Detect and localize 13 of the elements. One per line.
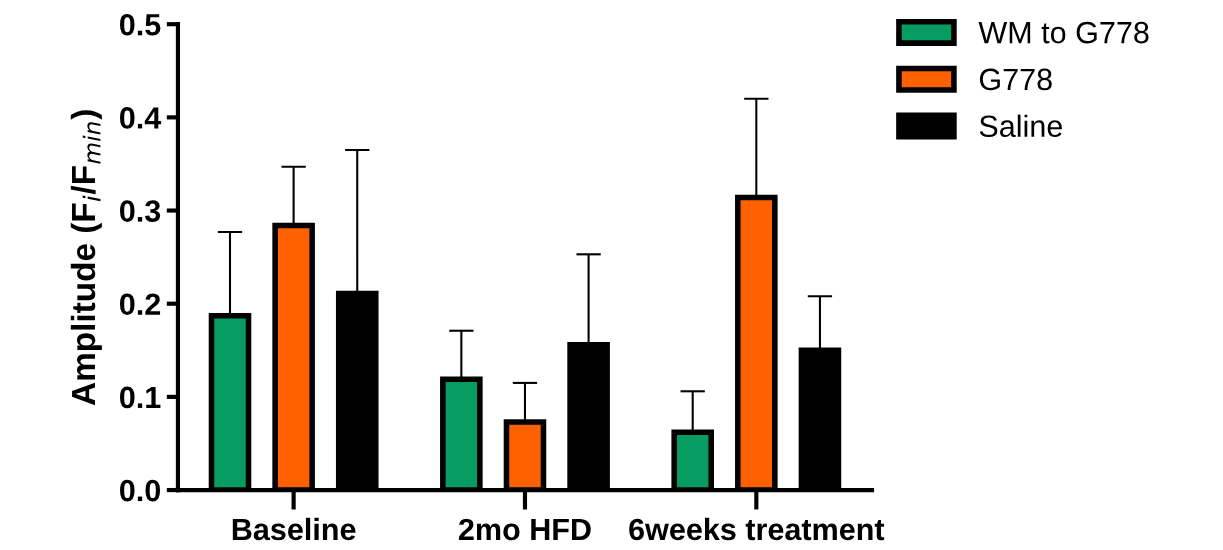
y-tick-label: 0.3	[120, 200, 161, 222]
x-tick-label: 2mo HFD	[458, 518, 591, 541]
y-tick-label: 0.4	[120, 107, 162, 129]
y-tick-label: 0.1	[120, 386, 161, 409]
legend-label: WM to G778	[978, 21, 1149, 44]
y-tick-label: 0.5	[120, 13, 161, 36]
y-tick-label: 0.0	[120, 479, 161, 502]
legend-label: Saline	[979, 114, 1062, 138]
legend-label: G778	[979, 68, 1052, 91]
x-tick-label: Baseline	[232, 517, 356, 541]
y-axis-title: Amplitude (F$_{i}$/F$_{min}$)	[70, 110, 102, 406]
y-tick-label: 0.2	[120, 293, 161, 316]
x-tick-label: 6weeks treatment	[629, 517, 885, 541]
